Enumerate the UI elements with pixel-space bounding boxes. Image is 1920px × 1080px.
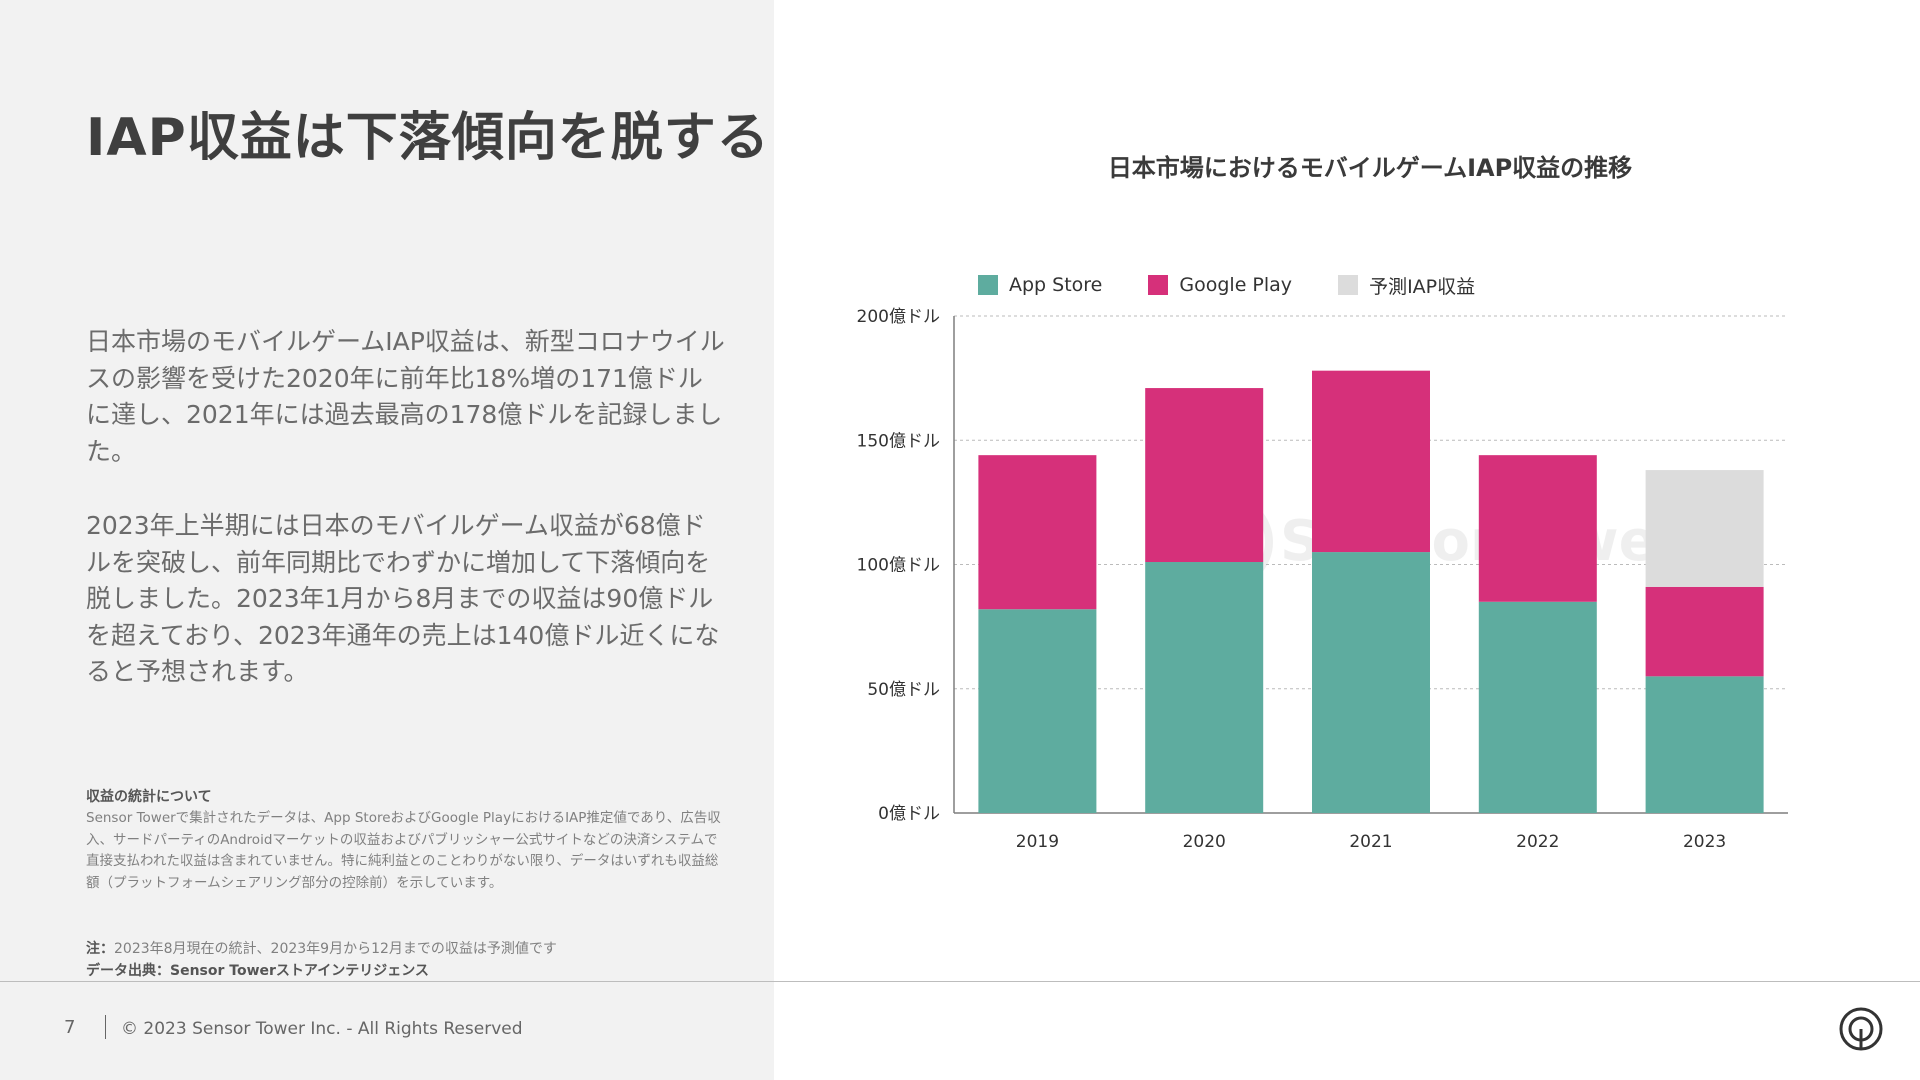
x-tick-label: 2023: [1683, 832, 1726, 852]
page-number: 7: [64, 1017, 76, 1038]
y-tick-label: 0億ドル: [878, 804, 940, 824]
chart-title: 日本市場におけるモバイルゲームIAP収益の推移: [1107, 154, 1633, 182]
legend-swatch-app-store: [978, 275, 998, 295]
left-panel: IAP収益は下落傾向を脱する 日本市場のモバイルゲームIAP収益は、新型コロナウ…: [0, 0, 774, 1080]
bar-google-play: [1478, 455, 1597, 602]
sensor-tower-logo-icon: [1839, 1007, 1883, 1051]
bar-google-play: [1145, 388, 1264, 563]
chart-legend: App Store Google Play 予測IAP収益: [978, 272, 1521, 298]
legend-item-app-store: App Store: [978, 274, 1102, 296]
legend-swatch-forecast: [1338, 275, 1359, 295]
note-text: 2023年8月現在の統計、2023年9月から12月までの収益は予測値です: [114, 941, 557, 957]
bar-google-play: [1645, 586, 1764, 677]
bar-app-store: [1645, 676, 1764, 813]
legend-item-google-play: Google Play: [1148, 274, 1292, 296]
x-tick-label: 2019: [1016, 832, 1059, 852]
legend-label-forecast: 予測IAP収益: [1369, 275, 1476, 298]
y-tick-label: 150億ドル: [857, 431, 940, 451]
legend-label-app-store: App Store: [1009, 274, 1103, 296]
footer-separator: [105, 1015, 106, 1039]
x-tick-label: 2020: [1183, 832, 1226, 852]
body-paragraph-2: 2023年上半期には日本のモバイルゲーム収益が68億ドルを突破し、前年同期比でわ…: [86, 511, 720, 686]
slide-title: IAP収益は下落傾向を脱する: [86, 108, 770, 168]
notes-heading: 収益の統計について: [86, 789, 212, 805]
legend-swatch-google-play: [1148, 275, 1169, 295]
iap-revenue-chart: SensorTower0億ドル50億ドル100億ドル150億ドル200億ドル20…: [857, 307, 1788, 852]
x-tick-label: 2021: [1349, 832, 1392, 852]
bar-google-play: [978, 455, 1097, 610]
x-tick-label: 2022: [1516, 832, 1559, 852]
source-line: データ出典：Sensor Towerストアインテリジェンス: [86, 960, 429, 980]
bar-app-store: [1312, 552, 1430, 813]
legend-item-forecast: 予測IAP収益: [1338, 272, 1475, 299]
bar-google-play: [1312, 370, 1430, 553]
bar-forecast: [1645, 470, 1764, 587]
source-label: データ出典：: [86, 963, 170, 979]
bar-app-store: [1145, 562, 1264, 813]
y-tick-label: 50億ドル: [867, 680, 940, 700]
y-tick-label: 200億ドル: [857, 307, 940, 327]
note-label: 注：: [86, 941, 114, 957]
source-text: Sensor Towerストアインテリジェンス: [170, 963, 429, 979]
copyright-text: © 2023 Sensor Tower Inc. - All Rights Re…: [121, 1019, 523, 1039]
bar-app-store: [978, 609, 1097, 813]
body-paragraph-1: 日本市場のモバイルゲームIAP収益は、新型コロナウイルスの影響を受けた2020年…: [86, 327, 725, 466]
y-tick-label: 100億ドル: [857, 556, 940, 576]
notes-body: Sensor Towerで集計されたデータは、App StoreおよびGoogl…: [86, 810, 721, 891]
note-line: 注：2023年8月現在の統計、2023年9月から12月までの収益は予測値です: [86, 938, 557, 958]
bar-app-store: [1478, 601, 1597, 813]
footer-divider: [0, 981, 1920, 982]
legend-label-google-play: Google Play: [1179, 274, 1293, 296]
